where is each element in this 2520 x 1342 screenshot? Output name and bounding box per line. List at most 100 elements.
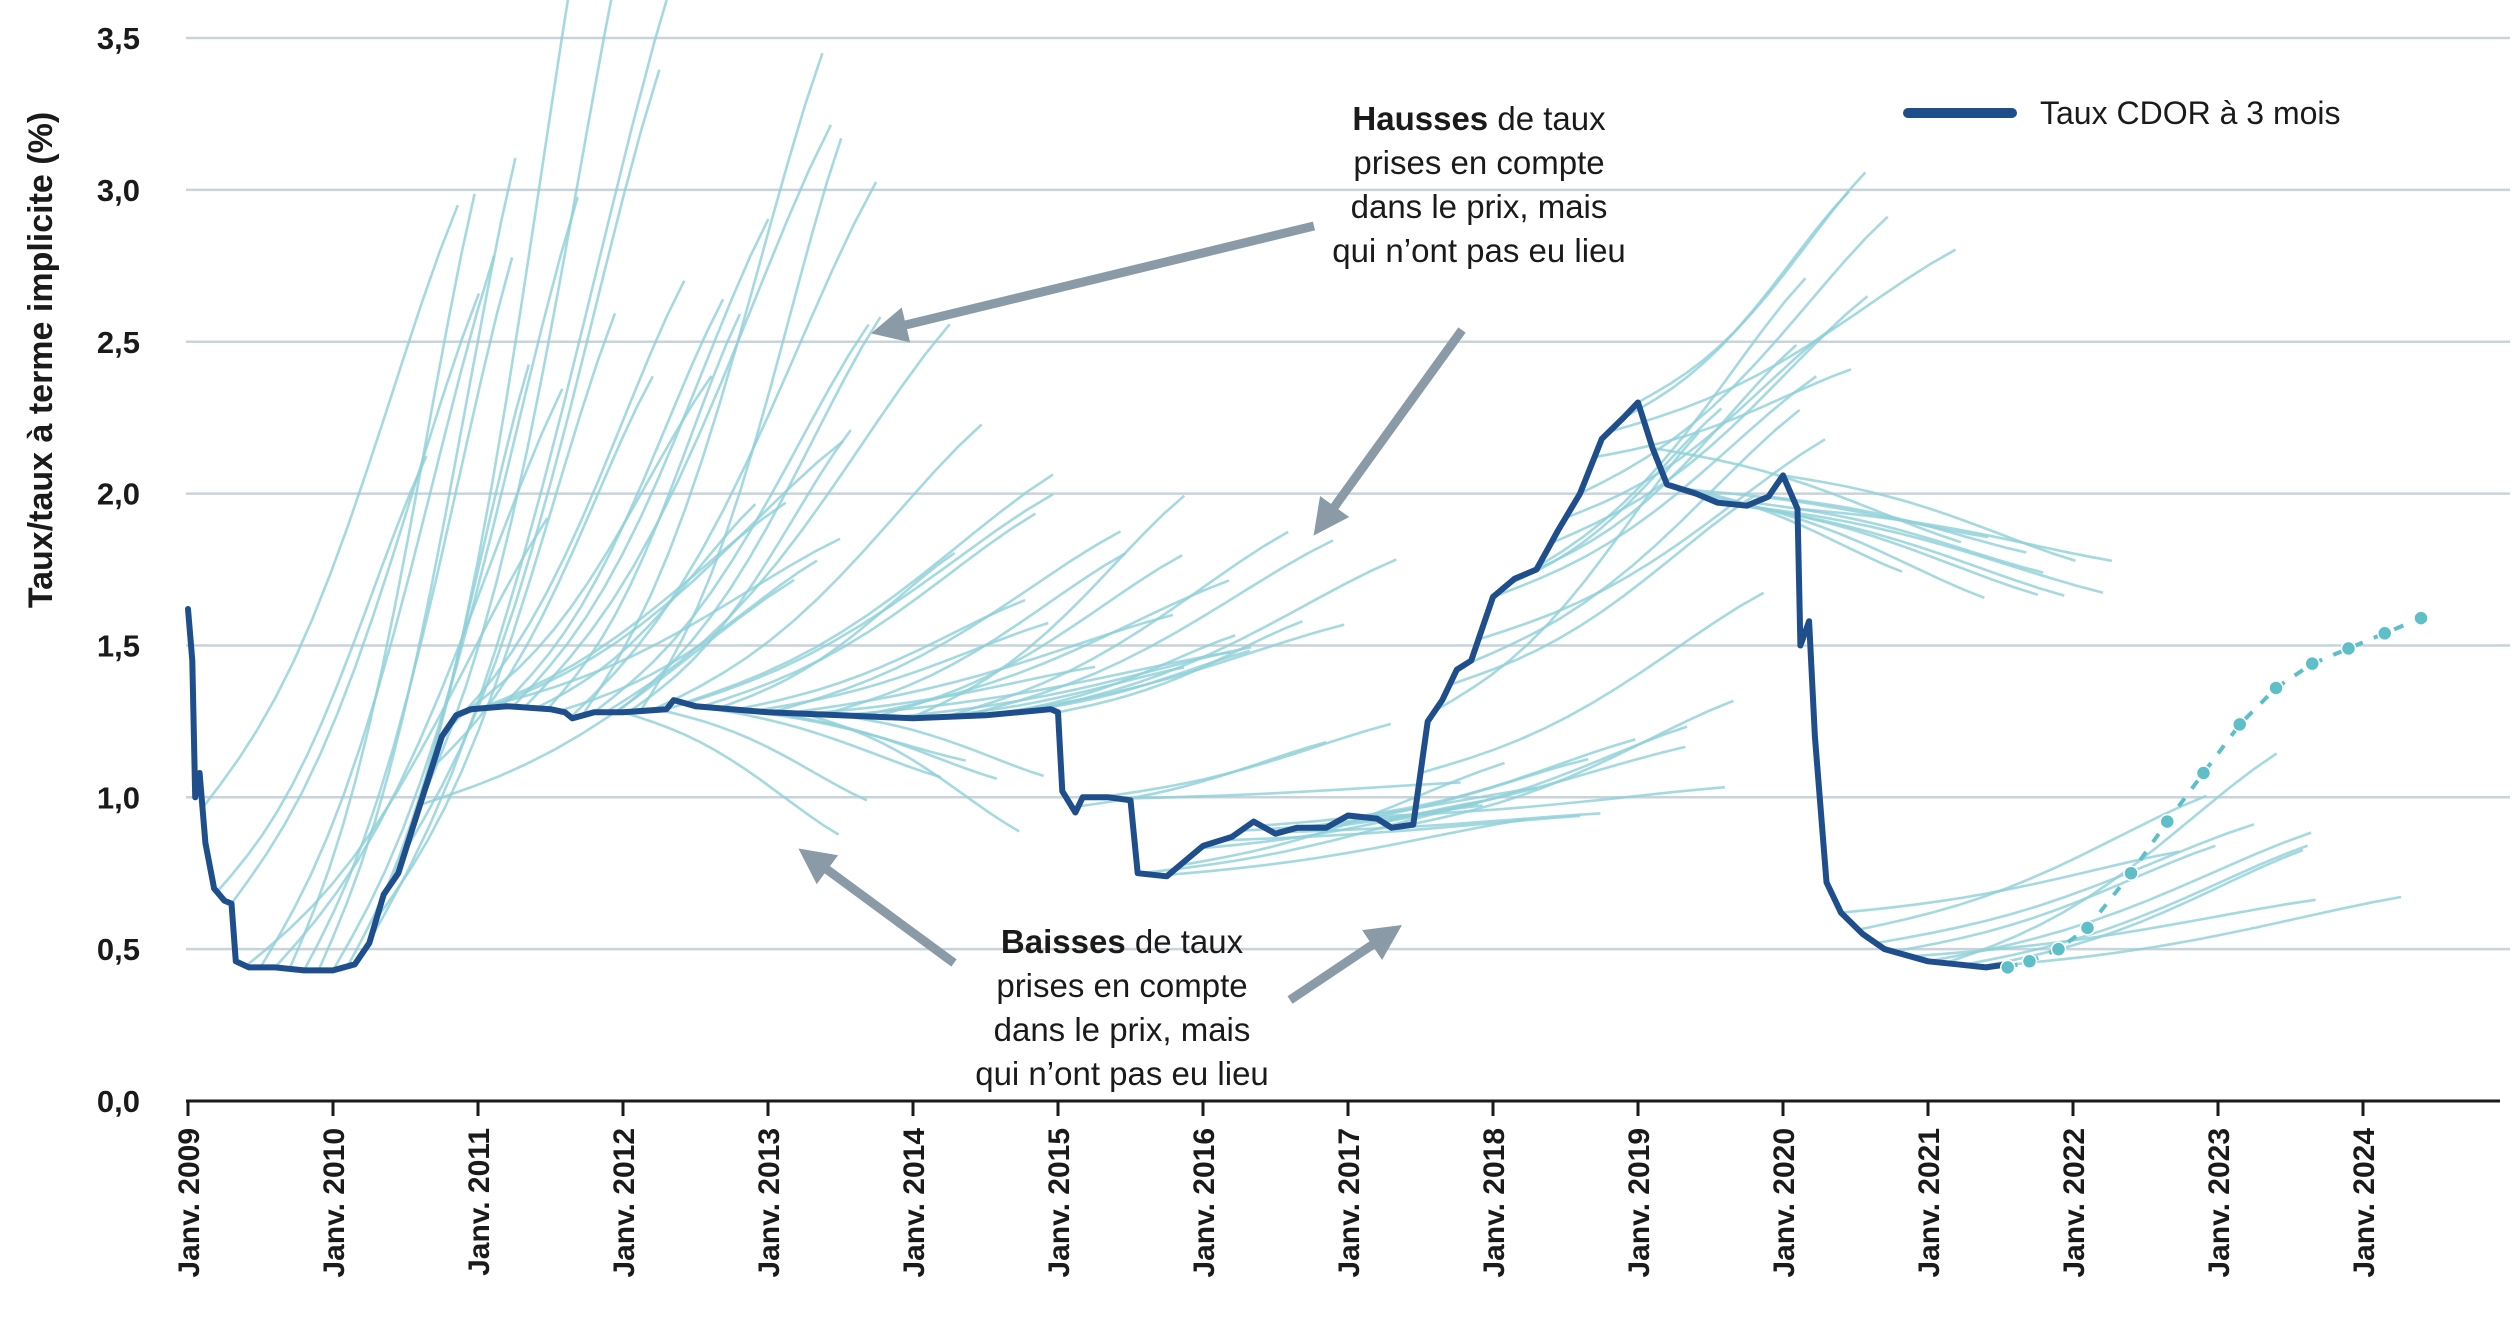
forward-curve-point	[2079, 920, 2096, 936]
annotation-baisses-line-4: qui n’ont pas eu lieu	[975, 1055, 1269, 1092]
forward-curve	[302, 257, 514, 972]
gridlines	[186, 36, 2510, 951]
forward-curve	[216, 455, 428, 893]
forward-curve	[1666, 483, 1903, 573]
forward-curve	[616, 316, 882, 714]
forward-curve	[1449, 494, 1756, 687]
forward-curve	[1031, 558, 1397, 713]
forward-curve	[944, 530, 1289, 719]
forward-curve	[803, 712, 1020, 833]
forward-curve	[465, 375, 713, 713]
forward-curve	[628, 429, 852, 713]
forward-curve	[500, 298, 725, 708]
forward-curve	[317, 157, 517, 971]
forward-curve	[1768, 495, 2027, 554]
forward-curve	[683, 473, 1054, 705]
arrow-hausses-1	[871, 221, 1316, 343]
x-tick-label: Janv. 2012	[608, 1128, 641, 1278]
forward-curve	[288, 193, 476, 970]
forward-curve	[1434, 432, 1700, 712]
forward-curve	[581, 52, 824, 717]
forward-curve	[767, 711, 998, 781]
forward-curve	[1724, 502, 2065, 597]
y-tick-label: 3,5	[97, 21, 140, 56]
x-tick-label: Janv. 2018	[1478, 1128, 1511, 1278]
forward-curve	[1463, 408, 1801, 667]
forward-curve	[360, 0, 668, 955]
y-tick-label: 1,0	[97, 780, 140, 815]
forward-curve	[822, 552, 1127, 716]
forward-curve	[593, 323, 870, 714]
x-axis-ticks: Janv. 2009 Janv. 2010 Janv. 2011 Janv. 2012…	[173, 1101, 2381, 1278]
x-tick-label: Janv. 2016	[1188, 1128, 1221, 1278]
forward-curve	[419, 578, 795, 807]
forward-curve	[558, 559, 818, 713]
forward-curve	[331, 196, 579, 972]
forward-curve	[535, 503, 757, 710]
forward-curve	[666, 493, 1054, 711]
cdor-line	[185, 399, 2011, 974]
forward-curve	[201, 204, 460, 809]
forward-curve	[1840, 850, 2180, 914]
annotation-baisses-line-2: prises en compte	[996, 967, 1247, 1004]
forward-curve-point	[2268, 680, 2284, 696]
forward-curve-point	[2123, 865, 2139, 881]
forward-curve-point	[2050, 941, 2067, 957]
forward-curve	[1797, 507, 2113, 563]
forward-curve-point	[2021, 953, 2038, 970]
forward-curve	[375, 312, 617, 920]
forward-curve-point	[2340, 640, 2357, 657]
x-tick-label: Janv. 2013	[753, 1128, 786, 1278]
forward-curve	[1892, 844, 2216, 953]
annotation-hausses-line-1: de taux	[1488, 100, 1606, 137]
x-tick-label: Janv. 2023	[2203, 1128, 2236, 1278]
forward-curve-point	[2159, 813, 2175, 830]
forward-curve	[639, 137, 843, 712]
forward-curve	[961, 539, 1334, 718]
forward-curve	[404, 69, 661, 852]
x-tick-label: Janv. 2010	[318, 1128, 351, 1278]
forward-curve-point	[2304, 655, 2320, 672]
forward-curve	[1962, 844, 2309, 967]
annotation-hausses-line-3: dans le prix, mais	[1351, 188, 1608, 225]
forward-curve	[430, 375, 654, 770]
forward-curve	[1139, 802, 1479, 875]
forward-curve	[909, 494, 1186, 720]
y-tick-label: 0,0	[97, 1084, 140, 1119]
forward-curve	[604, 323, 951, 714]
svg-text:Baisses de taux: Baisses de taux	[1001, 923, 1244, 960]
forward-curve	[622, 711, 840, 836]
annotation-hausses-line-2: prises en compte	[1353, 144, 1604, 181]
forward-curve	[1402, 699, 1734, 828]
forward-curve	[718, 552, 956, 710]
forward-curve	[1521, 277, 1807, 577]
forward-curve-fan	[201, 0, 2402, 972]
forward-curve	[259, 255, 496, 969]
x-tick-label: Janv. 2021	[1913, 1128, 1946, 1278]
forward-curve-point	[2000, 959, 2016, 976]
forward-curve	[511, 218, 770, 708]
y-tick-label: 0,5	[97, 932, 140, 967]
x-tick-label: Janv. 2015	[1043, 1128, 1076, 1278]
forward-curve	[1565, 326, 1834, 520]
y-axis-label: Taux/taux à terme implicite (%)	[22, 112, 60, 608]
forward-curve	[874, 554, 1183, 719]
forward-curve	[274, 388, 564, 969]
forward-curve-point	[2195, 765, 2212, 781]
forward-curve	[840, 714, 1045, 778]
x-tick-label: Janv. 2009	[173, 1128, 206, 1278]
x-tick-label: Janv. 2019	[1623, 1128, 1656, 1278]
forward-curve-point	[2377, 625, 2393, 642]
forward-curve	[1927, 831, 2312, 963]
y-tick-label: 1,5	[97, 628, 140, 663]
forward-curve	[658, 708, 868, 802]
forward-curve	[1637, 171, 1867, 404]
forward-curve	[569, 181, 878, 719]
forward-curve-dotted	[2007, 616, 2422, 970]
y-tick-label: 2,5	[97, 325, 140, 360]
annotation-baisses: Baisses de taux prises en compte dans le…	[798, 848, 1402, 1092]
forward-curve	[1944, 752, 2278, 965]
annotation-hausses-bold: Hausses	[1352, 100, 1488, 137]
legend-label: Taux CDOR à 3 mois	[2040, 95, 2341, 131]
